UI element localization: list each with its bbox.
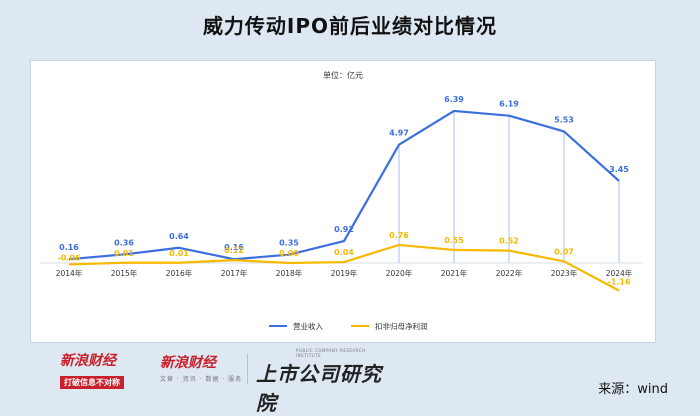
revenue-value-label: 0.92 [334,225,354,234]
sina-finance-brand-2: 新浪财经 [160,355,216,371]
profit-value-label: -1.16 [607,278,630,287]
sina-finance-logo: 新浪财经 打破信息不对称 [60,350,150,389]
profit-value-label: 0.55 [444,236,464,245]
profit-value-label: 0.00 [279,249,299,258]
x-tick-label: 2016年 [166,268,193,278]
profit-value-label: 0.12 [224,246,244,255]
profit-value-label: 0.76 [389,231,409,240]
legend-revenue-label: 营业收入 [293,321,323,331]
revenue-value-label: 0.16 [224,243,244,252]
revenue-value-label: 0.35 [279,239,299,248]
x-tick-label: 2015年 [111,268,138,278]
legend: 营业收入 扣非归母净利润 [269,321,428,331]
research-institute-english: PUBLIC COMPANY RESEARCH INSTITUTE [296,348,366,358]
profit-series-line [68,243,620,292]
research-institute-name: 上市公司研究院 [256,362,382,415]
unit-label: 单位：亿元 [323,70,363,80]
profit-value-label: 0.01 [114,249,134,258]
revenue-value-label: 3.45 [609,165,629,174]
revenue-value-label: 0.16 [59,243,79,252]
revenue-value-label: 5.53 [554,115,574,124]
x-tick-label: 2023年 [551,268,578,278]
chart-card: 单位：亿元 2014年 2015年 2016年 2017年 2018年 2019年 2020… [30,60,656,343]
research-institute-logo: PUBLIC COMPANY RESEARCH INSTITUTE 上市公司研究… [256,348,386,416]
revenue-value-label: 0.64 [169,232,189,241]
sina-slogan: 打破信息不对称 [60,376,124,389]
sina-finance-logo-2: 新浪财经 文章 · 资讯 · 数据 · 服务 [160,352,250,383]
profit-value-label: 0.01 [169,249,189,258]
sina-sub-tagline: 文章 · 资讯 · 数据 · 服务 [160,376,243,383]
x-tick-label: 2021年 [441,268,468,278]
revenue-value-label: 0.36 [114,238,134,247]
x-tick-label: 2020年 [386,268,413,278]
x-tick-label: 2019年 [331,268,358,278]
profit-value-label: 0.04 [334,248,354,257]
logo-divider [247,354,248,384]
revenue-value-label: 4.97 [389,129,409,138]
x-tick-label: 2018年 [276,268,303,278]
x-tick-label: 2014年 [56,268,83,278]
profit-value-label: 0.07 [554,247,574,256]
revenue-series-line [68,109,620,261]
x-tick-label: 2024年 [606,268,633,278]
sina-finance-brand: 新浪财经 [60,353,116,369]
x-tick-label: 2022年 [496,268,523,278]
x-tick-label: 2017年 [221,268,248,278]
line-chart: 单位：亿元 2014年 2015年 2016年 2017年 2018年 2019年 2020… [40,70,643,331]
legend-profit-label: 扣非归母净利润 [375,321,428,331]
revenue-value-label: 6.39 [444,95,464,104]
chart-title: 威力传动IPO前后业绩对比情况 [202,14,498,38]
footer: 新浪财经 打破信息不对称 新浪财经 文章 · 资讯 · 数据 · 服务 PUBL… [0,344,700,415]
data-source: 来源：wind [598,382,668,397]
profit-value-label: -0.06 [57,253,80,262]
profit-value-label: 0.52 [499,237,519,246]
revenue-value-label: 6.19 [499,100,519,109]
